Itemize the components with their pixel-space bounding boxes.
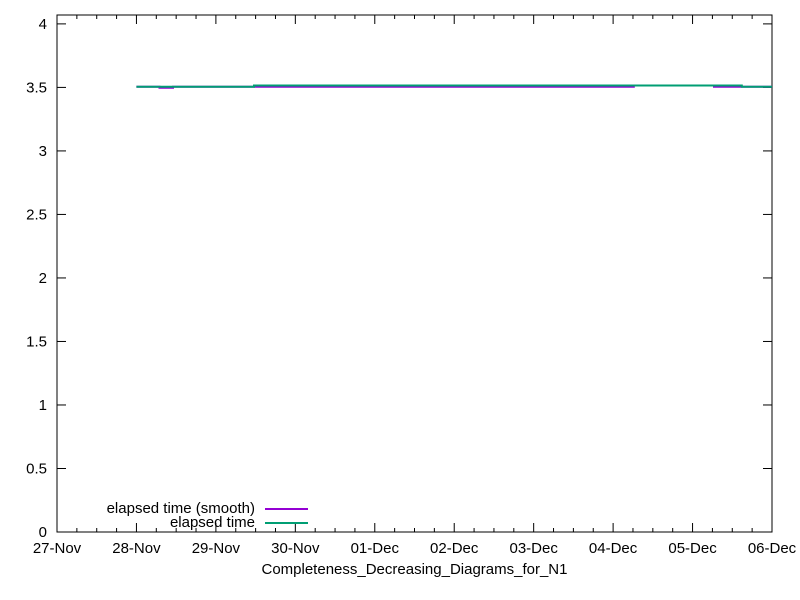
y-tick-label: 2 (39, 270, 47, 287)
y-tick-label: 2.5 (26, 206, 47, 223)
y-tick-label: 4 (39, 16, 47, 33)
legend-entry-elapsed-time-smooth: elapsed time (smooth) (106, 500, 308, 517)
legend-entry-elapsed-time: elapsed time (107, 514, 308, 531)
x-tick-label: 06-Dec (748, 540, 797, 557)
y-tick-label: 0.5 (26, 460, 47, 477)
x-tick-label: 05-Dec (668, 540, 717, 557)
y-tick-label: 0 (39, 524, 47, 541)
x-tick-label: 28-Nov (112, 540, 161, 557)
x-tick-label: 04-Dec (589, 540, 638, 557)
legend-line-sample-elapsed-time (265, 522, 308, 524)
x-axis-title: Completeness_Decreasing_Diagrams_for_N1 (261, 561, 568, 578)
legend-label-elapsed-time-smooth: elapsed time (smooth) (106, 500, 255, 517)
series-line-elapsed-time (136, 84, 772, 88)
plot-border (56, 14, 773, 533)
legend: elapsed time (smooth) elapsed time (106, 500, 308, 531)
y-tick-label: 3 (39, 143, 47, 160)
x-tick-label: 27-Nov (33, 540, 82, 557)
legend-label-elapsed-time: elapsed time (169, 514, 255, 531)
x-tick-label: 03-Dec (509, 540, 558, 557)
y-tick-label: 1 (39, 397, 47, 414)
y-tick-label: 1.5 (26, 333, 47, 350)
x-tick-label: 30-Nov (271, 540, 320, 557)
y-tick-label: 3.5 (26, 79, 47, 96)
x-tick-label: 29-Nov (192, 540, 241, 557)
x-tick-label: 02-Dec (430, 540, 479, 557)
x-tick-label: 01-Dec (351, 540, 400, 557)
legend-line-sample-elapsed-time-smooth (265, 508, 308, 510)
